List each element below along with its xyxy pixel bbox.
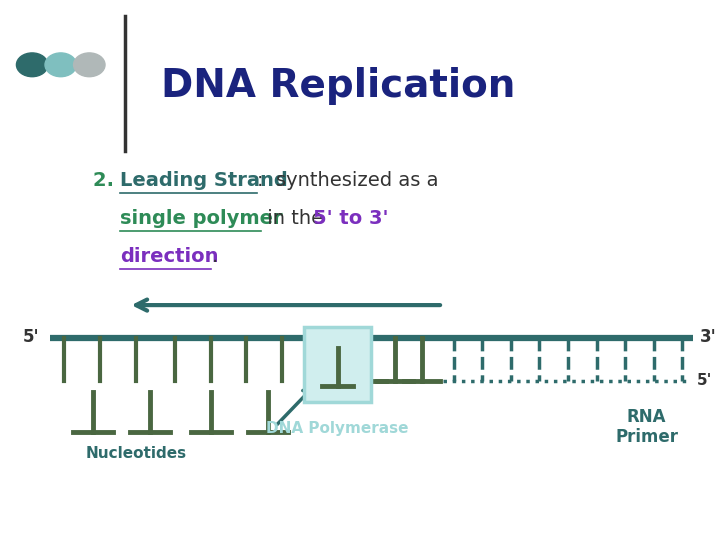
Text: 5': 5' bbox=[22, 328, 40, 347]
Circle shape bbox=[17, 53, 48, 77]
Text: 5': 5' bbox=[696, 373, 712, 388]
Circle shape bbox=[45, 53, 76, 77]
Circle shape bbox=[73, 53, 105, 77]
Text: in the: in the bbox=[261, 209, 329, 228]
Text: direction: direction bbox=[120, 247, 219, 266]
Text: DNA Replication: DNA Replication bbox=[161, 68, 515, 105]
Text: .: . bbox=[212, 247, 217, 266]
Text: 5' to 3': 5' to 3' bbox=[313, 209, 388, 228]
Text: RNA
Primer: RNA Primer bbox=[615, 408, 678, 447]
Text: 2.: 2. bbox=[93, 171, 127, 191]
Text: 3': 3' bbox=[700, 328, 717, 347]
Text: DNA Polymerase: DNA Polymerase bbox=[266, 421, 409, 436]
Text: Nucleotides: Nucleotides bbox=[85, 446, 186, 461]
Text: Leading Strand: Leading Strand bbox=[120, 171, 288, 191]
Text: :  synthesized as a: : synthesized as a bbox=[257, 171, 438, 191]
Text: single polymer: single polymer bbox=[120, 209, 283, 228]
FancyBboxPatch shape bbox=[304, 327, 372, 402]
